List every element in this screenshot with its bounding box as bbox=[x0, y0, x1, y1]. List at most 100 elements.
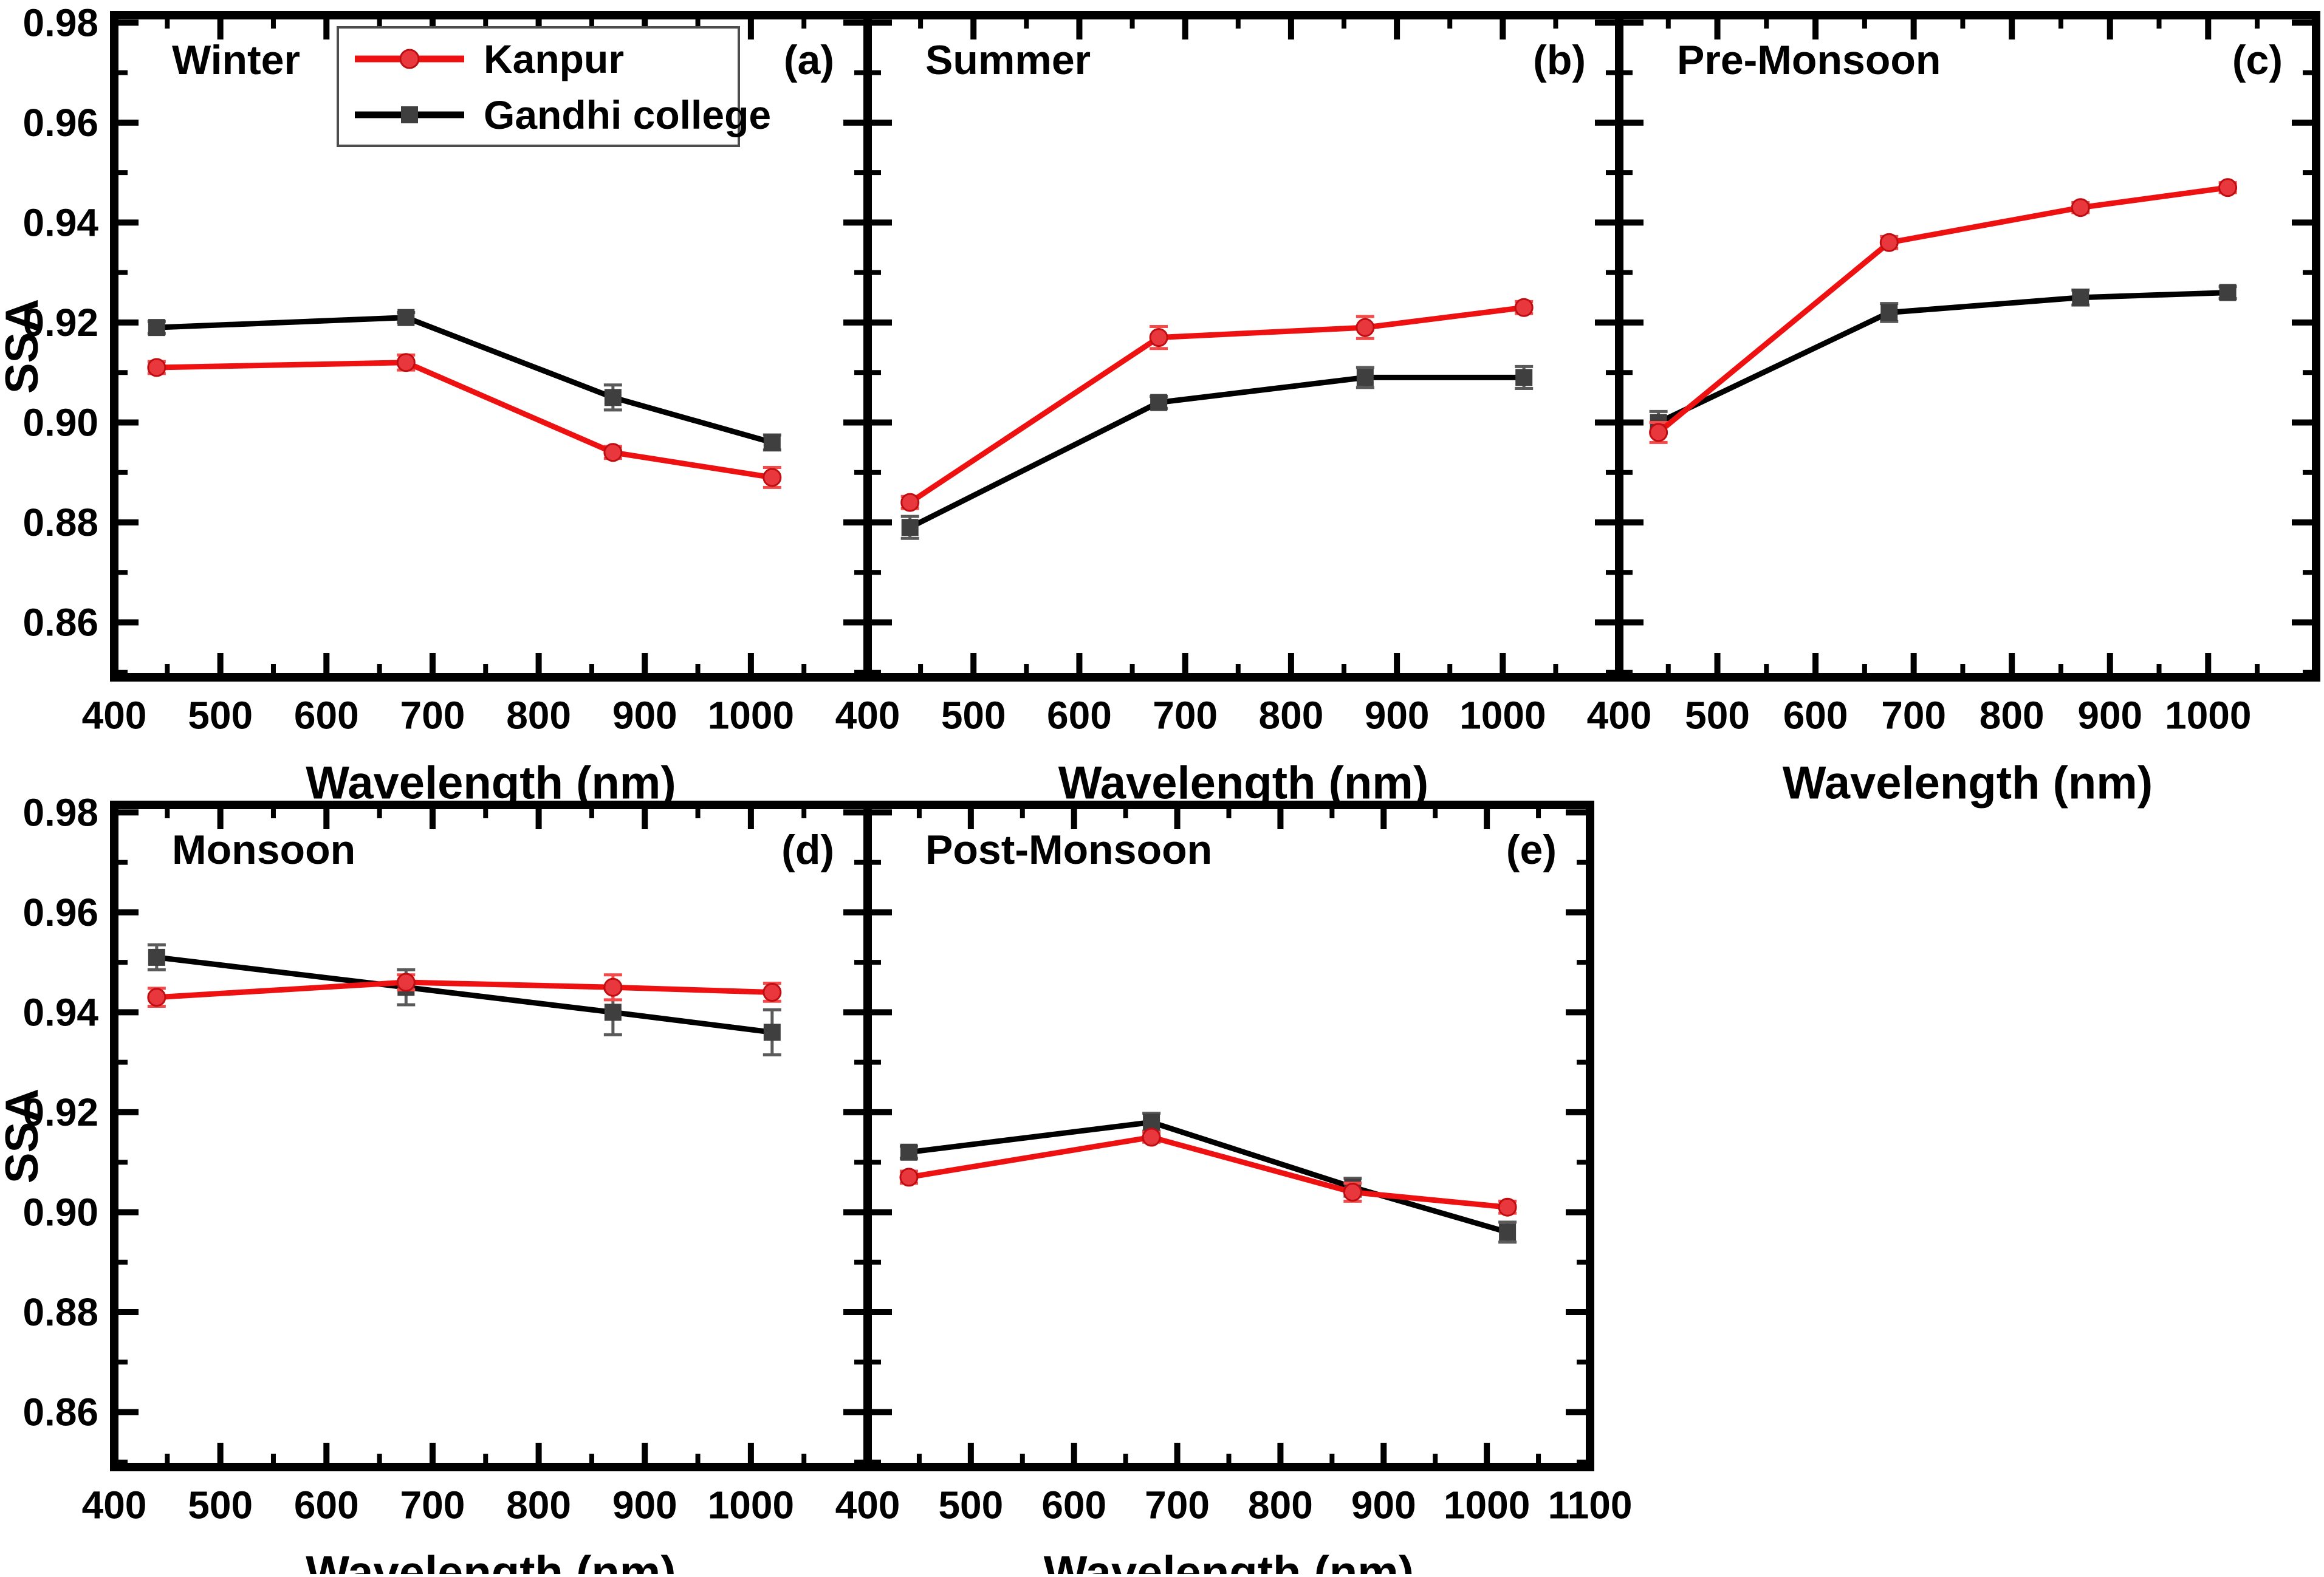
gandhi-data-point bbox=[763, 1024, 781, 1041]
x-axis-title: Wavelength (nm) bbox=[306, 757, 676, 809]
kanpur-data-point bbox=[1356, 318, 1375, 337]
x-tick-label: 500 bbox=[941, 693, 1006, 737]
x-tick-label: 400 bbox=[835, 1483, 900, 1527]
x-tick-label: 600 bbox=[294, 693, 359, 737]
y-tick-label: 0.86 bbox=[22, 601, 98, 645]
x-tick-label: 400 bbox=[835, 693, 900, 737]
kanpur-data-point bbox=[1879, 233, 1899, 252]
x-tick-label: 800 bbox=[1248, 1483, 1313, 1527]
y-tick-label: 0.96 bbox=[22, 891, 98, 934]
x-tick-label: 500 bbox=[1685, 693, 1750, 737]
gandhi-data-point bbox=[1499, 1223, 1517, 1241]
y-tick-label: 0.98 bbox=[22, 790, 98, 834]
series-kanpur bbox=[1649, 178, 2238, 444]
x-tick-label: 800 bbox=[1259, 693, 1324, 737]
x-tick-label: 500 bbox=[188, 1483, 253, 1527]
kanpur-data-point bbox=[1514, 298, 1534, 317]
gandhi-data-point bbox=[1880, 304, 1898, 321]
y-tick-label: 0.98 bbox=[22, 1, 98, 44]
kanpur-data-point bbox=[147, 358, 166, 377]
axis-ticks bbox=[865, 805, 1593, 1467]
series-kanpur bbox=[147, 353, 782, 489]
kanpur-data-point bbox=[899, 1168, 919, 1187]
series-kanpur bbox=[900, 298, 1534, 512]
panel-c: 400 500 600 700 800 900 1000 Pre-Monsoon (c) Wave… bbox=[1587, 11, 2320, 809]
gandhi-data-point bbox=[763, 434, 781, 451]
panel-letter: (d) bbox=[781, 827, 834, 873]
x-tick-label: 1000 bbox=[708, 693, 794, 737]
panel-frame bbox=[863, 801, 1594, 1471]
series-gandhi-college bbox=[147, 943, 781, 1056]
legend-label: Kanpur bbox=[484, 36, 624, 81]
x-tick-label: 800 bbox=[506, 1483, 571, 1527]
gandhi-data-point bbox=[900, 1143, 917, 1161]
kanpur-data-point bbox=[1142, 1127, 1161, 1147]
x-tick-label: 600 bbox=[1783, 693, 1848, 737]
data-line bbox=[908, 1119, 1509, 1235]
x-tick-label: 700 bbox=[1153, 693, 1218, 737]
x-tick-label: 900 bbox=[2077, 693, 2142, 737]
x-tick-label: 500 bbox=[938, 1483, 1003, 1527]
x-tick-label: 700 bbox=[400, 1483, 465, 1527]
y-tick-label: 0.90 bbox=[22, 400, 98, 444]
y-tick-label: 0.92 bbox=[22, 301, 98, 344]
gandhi-data-point bbox=[1515, 369, 1533, 386]
panel-season-title: Post-Monsoon bbox=[925, 827, 1212, 873]
axis-ticks bbox=[111, 805, 868, 1467]
x-tick-label: 1000 bbox=[2165, 693, 2251, 737]
gandhi-data-point bbox=[148, 319, 165, 337]
y-tick-label: 0.94 bbox=[22, 990, 98, 1034]
kanpur-data-point bbox=[2071, 198, 2090, 217]
y-tick-label: 0.92 bbox=[22, 1090, 98, 1134]
x-axis-title: Wavelength (nm) bbox=[1783, 757, 2153, 809]
x-tick-label: 1100 bbox=[1548, 1483, 1633, 1527]
kanpur-data-point bbox=[763, 982, 782, 1002]
gandhi-data-point bbox=[604, 1004, 622, 1021]
gandhi-data-point bbox=[2072, 289, 2089, 306]
data-line bbox=[908, 1134, 1508, 1210]
gandhi-data-point bbox=[2219, 284, 2237, 301]
gandhi-data-point bbox=[1150, 394, 1168, 411]
y-tick-label: 0.90 bbox=[22, 1190, 98, 1234]
x-tick-label: 700 bbox=[400, 693, 465, 737]
series-gandhi-college bbox=[147, 309, 781, 452]
panel-letter: (a) bbox=[784, 37, 834, 83]
panel-letter: (b) bbox=[1533, 37, 1586, 83]
panel-season-title: Winter bbox=[172, 37, 300, 83]
y-tick-label: 0.94 bbox=[22, 200, 98, 244]
x-tick-label: 1000 bbox=[1444, 1483, 1530, 1527]
data-line bbox=[908, 374, 1524, 530]
x-tick-label: 1000 bbox=[1459, 693, 1546, 737]
panel-letter: (e) bbox=[1506, 827, 1557, 873]
data-line bbox=[1656, 185, 2229, 435]
gandhi-data-point bbox=[148, 948, 165, 966]
series-kanpur bbox=[899, 1127, 1517, 1217]
kanpur-data-point bbox=[1343, 1183, 1362, 1202]
legend-circle-marker bbox=[399, 49, 420, 69]
kanpur-data-point bbox=[2218, 178, 2238, 197]
panel-frame bbox=[1615, 11, 2320, 682]
x-tick-label: 900 bbox=[1365, 693, 1430, 737]
panel-b: 400 500 600 700 800 900 1000 Summer (b) Wavelengt… bbox=[835, 11, 1623, 809]
kanpur-data-point bbox=[1498, 1197, 1517, 1217]
panel-a: 400 500 600 700 800 900 1000 0.86 0.88 0.90 0.92 0.… bbox=[22, 1, 872, 809]
gandhi-data-point bbox=[901, 519, 919, 536]
axis-ticks bbox=[1616, 15, 2316, 677]
y-tick-label: 0.96 bbox=[22, 101, 98, 145]
data-line bbox=[156, 979, 772, 1001]
data-line bbox=[156, 315, 773, 445]
axis-ticks bbox=[865, 15, 1619, 677]
series-gandhi-college bbox=[900, 364, 1534, 540]
x-tick-label: 800 bbox=[1980, 693, 2045, 737]
kanpur-data-point bbox=[603, 977, 623, 997]
panel-season-title: Summer bbox=[925, 37, 1091, 83]
x-tick-label: 400 bbox=[82, 693, 147, 737]
panel-d: 400 500 600 700 800 900 1000 0.86 0.88 0.90 0.92 0.… bbox=[22, 790, 872, 1577]
x-tick-label: 400 bbox=[1587, 693, 1652, 737]
kanpur-data-point bbox=[1149, 328, 1168, 347]
x-tick-label: 600 bbox=[1041, 1483, 1106, 1527]
y-tick-label: 0.88 bbox=[22, 501, 98, 544]
y-axis-title: SSA bbox=[0, 1089, 48, 1183]
y-tick-label: 0.88 bbox=[22, 1290, 98, 1334]
